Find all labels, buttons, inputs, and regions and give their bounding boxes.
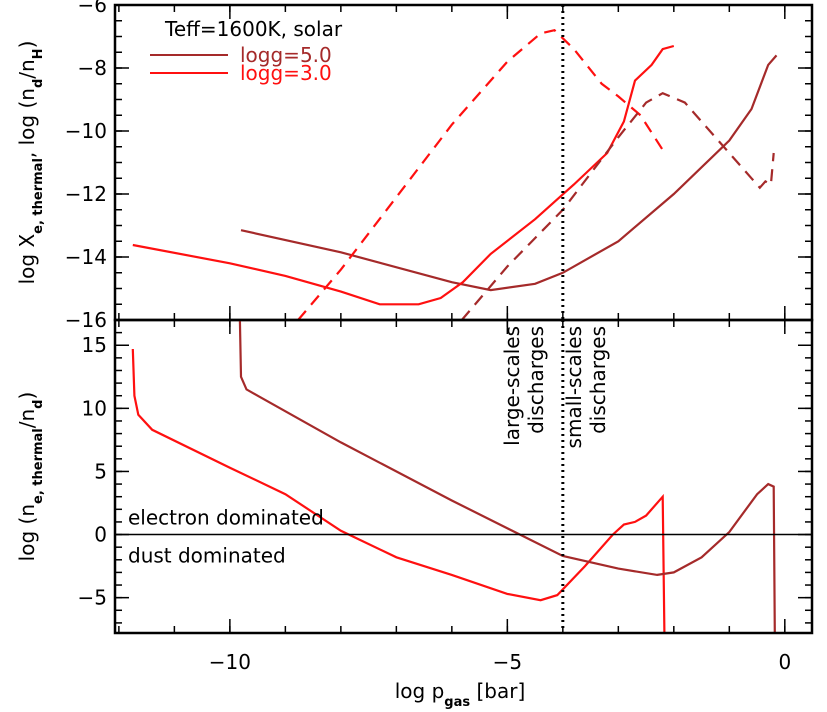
data-line: [297, 28, 664, 320]
y-tick-label: 10: [82, 396, 107, 420]
annotation: large-scales: [500, 326, 524, 446]
data-line: [132, 44, 675, 306]
x-tick-label: −10: [209, 650, 251, 674]
y-tick-label: 15: [82, 333, 107, 357]
y-tick-label: −6: [78, 0, 107, 17]
label-part: d: [31, 399, 46, 408]
y-tick-label: 0: [94, 523, 107, 547]
annotation: discharges: [586, 326, 610, 434]
y-tick-label: −12: [65, 182, 107, 206]
y-tick-label: −10: [65, 119, 107, 143]
frame: [113, 318, 814, 635]
data-line: [131, 348, 666, 633]
data-line: [460, 91, 775, 320]
label-part: gas: [444, 695, 470, 710]
y-tick-label: −14: [65, 245, 107, 269]
y-tick-label: −16: [65, 308, 107, 332]
annotation: electron dominated: [128, 506, 324, 530]
x-tick-label: 0: [778, 650, 791, 674]
data-line: [240, 54, 778, 292]
y-axis-label: log (ne, thermal/nd): [15, 392, 46, 562]
legend-label: logg=3.0: [240, 61, 332, 85]
annotation: dust dominated: [128, 544, 286, 568]
label-part: d: [31, 79, 46, 88]
data-line: [238, 320, 776, 633]
plot-area: [131, 320, 776, 633]
y-tick-label: 5: [94, 459, 107, 483]
y-axis-label: log Xe, thermal, log (nd/nH): [15, 41, 46, 285]
label-part: log (n: [15, 504, 39, 561]
annotation: small-scales: [562, 326, 586, 448]
label-part: log p: [395, 679, 445, 703]
label-part: /n: [15, 409, 39, 428]
y-tick-label: −5: [78, 586, 107, 610]
label-part: log X: [15, 234, 39, 285]
label-part: , log (n: [15, 88, 39, 158]
legend-label: logg=5.0: [240, 43, 332, 67]
label-part: H: [31, 48, 46, 59]
label-part: /n: [15, 59, 39, 78]
label-part: [bar]: [470, 679, 525, 703]
chart-title: Teff=1600K, solar: [164, 17, 343, 41]
label-part: e, thermal: [31, 158, 46, 234]
label-part: ): [15, 392, 39, 400]
y-tick-label: −8: [78, 56, 107, 80]
plot-area: [132, 28, 778, 320]
label-part: ): [15, 41, 39, 49]
x-axis-label: log pgas [bar]: [395, 679, 526, 710]
x-tick-label: −5: [493, 650, 522, 674]
annotation: discharges: [524, 326, 548, 434]
label-part: e, thermal: [31, 428, 46, 504]
